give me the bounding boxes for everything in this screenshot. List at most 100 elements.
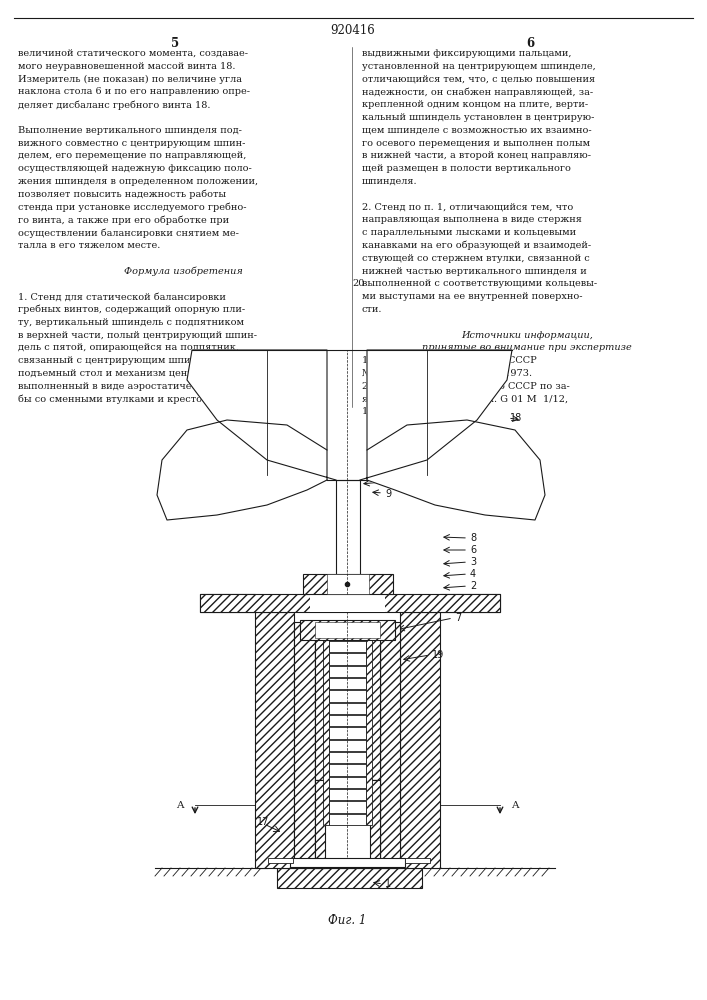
Text: кальный шпиндель установлен в центрирую-: кальный шпиндель установлен в центрирую- [362, 113, 595, 122]
Text: бы со сменными втулками и крестовины с: бы со сменными втулками и крестовины с [18, 395, 237, 404]
Text: 1: 1 [385, 879, 391, 889]
Text: Источники информации,: Источники информации, [461, 331, 593, 340]
Text: Выполнение вертикального шпинделя под-: Выполнение вертикального шпинделя под- [18, 126, 242, 135]
Text: шпинделя.: шпинделя. [362, 177, 418, 186]
Text: гребных винтов, содержащий опорную пли-: гребных винтов, содержащий опорную пли- [18, 305, 245, 314]
Text: Формула изобретения: Формула изобретения [124, 267, 243, 276]
Bar [336, 480, 360, 574]
Text: подъемный стол и механизм центровки,: подъемный стол и механизм центровки, [18, 369, 226, 378]
Bar [366, 640, 372, 825]
Text: дель с пятой, опирающейся на подпятник,: дель с пятой, опирающейся на подпятник, [18, 343, 239, 352]
Text: явке № 2725409/25-28, кл. G 01 M  1/12,: явке № 2725409/25-28, кл. G 01 M 1/12, [362, 395, 568, 404]
Bar [323, 640, 329, 825]
Text: A: A [176, 800, 184, 810]
Bar [315, 780, 325, 868]
Bar [370, 780, 380, 868]
Text: 5: 5 [171, 37, 179, 50]
Text: 9: 9 [385, 489, 391, 499]
Text: 1. Авторское свидетельство СССР: 1. Авторское свидетельство СССР [362, 356, 537, 365]
Polygon shape [157, 420, 327, 520]
Bar [329, 715, 366, 726]
Text: A: A [511, 800, 519, 810]
Text: 2. Авторское свидетельство СССР по за-: 2. Авторское свидетельство СССР по за- [362, 382, 570, 391]
Text: Измеритель (не показан) по величине угла: Измеритель (не показан) по величине угла [18, 75, 242, 84]
Text: 19: 19 [432, 650, 444, 660]
Bar [329, 727, 366, 739]
Bar [200, 594, 255, 612]
Text: величиной статического момента, создавае-: величиной статического момента, создавае… [18, 49, 248, 58]
Bar [329, 740, 366, 751]
Text: 17: 17 [257, 817, 269, 827]
Text: делем, его перемещение по направляющей,: делем, его перемещение по направляющей, [18, 151, 246, 160]
Bar [370, 780, 380, 868]
Bar [200, 594, 500, 612]
Text: вижного совместно с центрирующим шпин-: вижного совместно с центрирующим шпин- [18, 139, 245, 148]
Text: 15: 15 [358, 841, 370, 851]
Text: установленной на центрирующем шпинделе,: установленной на центрирующем шпинделе, [362, 62, 596, 71]
Bar [329, 641, 366, 652]
Bar [440, 594, 500, 612]
Text: наклона стола 6 и по его направлению опре-: наклона стола 6 и по его направлению опр… [18, 87, 250, 96]
Text: надежности, он снабжен направляющей, за-: надежности, он снабжен направляющей, за- [362, 87, 593, 97]
Bar [370, 622, 380, 780]
Text: отличающийся тем, что, с целью повышения: отличающийся тем, что, с целью повышения [362, 75, 595, 84]
Bar [300, 620, 395, 640]
Text: направляющая выполнена в виде стержня: направляющая выполнена в виде стержня [362, 215, 582, 224]
Bar [405, 858, 430, 863]
Text: деляет дисбаланс гребного винта 18.: деляет дисбаланс гребного винта 18. [18, 100, 211, 110]
Bar [380, 622, 400, 868]
Text: 920416: 920416 [331, 24, 375, 37]
Text: ту, вертикальный шпиндель с подпятником: ту, вертикальный шпиндель с подпятником [18, 318, 244, 327]
Bar [329, 789, 366, 800]
Bar [303, 574, 393, 594]
Text: ми выступами на ее внутренней поверхно-: ми выступами на ее внутренней поверхно- [362, 292, 583, 301]
Bar [327, 574, 369, 594]
Text: 6: 6 [526, 37, 534, 50]
Text: в нижней части, а второй конец направляю-: в нижней части, а второй конец направляю… [362, 151, 591, 160]
Bar [290, 858, 405, 867]
Bar [268, 858, 293, 863]
Polygon shape [187, 350, 336, 480]
Bar [329, 752, 366, 763]
Bar [277, 868, 422, 888]
Text: 6: 6 [470, 545, 476, 555]
Bar [277, 868, 422, 888]
Bar [303, 574, 393, 594]
Bar [294, 622, 315, 868]
Text: щей размещен в полости вертикального: щей размещен в полости вертикального [362, 164, 571, 173]
Polygon shape [360, 350, 512, 480]
Text: осуществлении балансировки снятием ме-: осуществлении балансировки снятием ме- [18, 228, 239, 238]
Bar [370, 622, 380, 780]
Bar [380, 622, 400, 868]
Bar [329, 678, 366, 689]
Text: выдвижными фиксирующими пальцами,: выдвижными фиксирующими пальцами, [362, 49, 571, 58]
Text: осуществляющей надежную фиксацию поло-: осуществляющей надежную фиксацию поло- [18, 164, 252, 173]
Bar [315, 622, 380, 780]
Bar [200, 594, 255, 612]
Text: № 540181, кл. G 01 M 1/12, 1973.: № 540181, кл. G 01 M 1/12, 1973. [362, 369, 532, 378]
Bar [329, 703, 366, 714]
Text: го винта, а также при его обработке при: го винта, а также при его обработке при [18, 215, 229, 225]
Bar [255, 612, 294, 868]
Text: щем шпинделе с возможностью их взаимно-: щем шпинделе с возможностью их взаимно- [362, 126, 592, 135]
Bar [315, 780, 380, 868]
Bar [329, 653, 366, 665]
Text: мого неуравновешенной массой винта 18.: мого неуравновешенной массой винта 18. [18, 62, 235, 71]
Bar [315, 622, 325, 780]
Text: канавками на его образующей и взаимодей-: канавками на его образующей и взаимодей- [362, 241, 591, 250]
Text: крепленной одним концом на плите, верти-: крепленной одним концом на плите, верти- [362, 100, 588, 109]
Text: принятые во внимание при экспертизе: принятые во внимание при экспертизе [422, 343, 632, 352]
Text: стенда при установке исследуемого гребно-: стенда при установке исследуемого гребно… [18, 203, 247, 212]
Bar [400, 612, 440, 868]
Text: нижней частью вертикального шпинделя и: нижней частью вертикального шпинделя и [362, 267, 587, 276]
Text: 1979.: 1979. [362, 407, 390, 416]
Bar [315, 780, 325, 868]
Bar [329, 666, 366, 677]
Bar [315, 622, 325, 780]
Bar [255, 612, 294, 868]
Bar [300, 620, 395, 640]
Text: 14: 14 [298, 710, 310, 720]
Text: 2. Стенд по п. 1, отличающийся тем, что: 2. Стенд по п. 1, отличающийся тем, что [362, 203, 573, 212]
Bar [310, 594, 385, 612]
Bar [200, 594, 500, 612]
